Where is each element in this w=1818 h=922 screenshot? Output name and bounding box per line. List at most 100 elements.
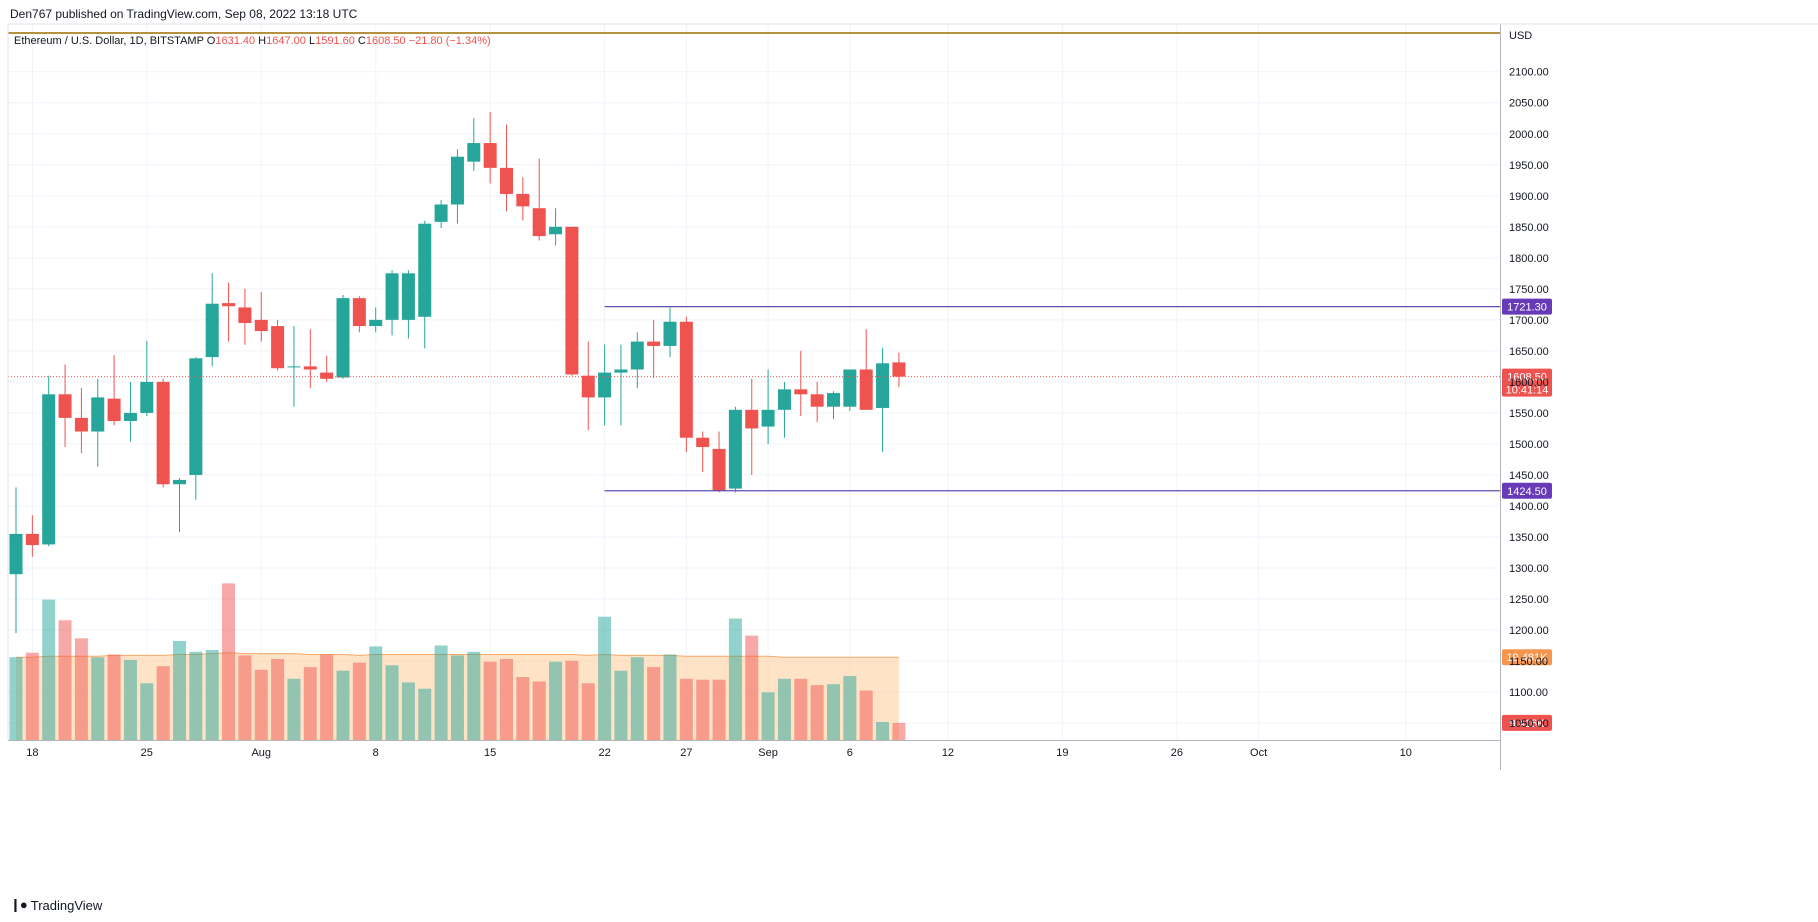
candle-body — [777, 389, 791, 410]
y-tick-label: 1850.00 — [1509, 222, 1549, 234]
candle-body — [140, 381, 154, 413]
candle-body — [598, 372, 612, 398]
candle-body — [320, 372, 334, 379]
volume-bar — [189, 651, 203, 740]
volume-bar — [892, 722, 906, 740]
candle-body — [843, 369, 857, 407]
volume-bar — [42, 599, 56, 740]
volume-bar — [728, 618, 742, 740]
candle-body — [712, 448, 726, 491]
volume-bar — [173, 641, 186, 740]
level-badge-label: 1424.50 — [1507, 486, 1547, 498]
volume-bar — [467, 651, 481, 740]
volume-bar — [123, 659, 137, 740]
candle-body — [581, 375, 595, 398]
x-tick-label: 10 — [1400, 747, 1412, 759]
y-tick-label: 1150.00 — [1509, 656, 1548, 668]
y-tick-label: 1950.00 — [1509, 160, 1549, 172]
y-tick-label: 1200.00 — [1509, 625, 1549, 637]
volume-bar — [418, 688, 432, 740]
volume-bar — [254, 669, 268, 740]
volume-bar — [287, 678, 301, 740]
x-tick-label: 18 — [26, 747, 38, 759]
level-badge — [1502, 298, 1552, 315]
candle-body — [827, 393, 840, 407]
current-price-badge — [1502, 368, 1552, 397]
volume-bar — [483, 661, 497, 740]
volume-bar — [303, 667, 317, 740]
axes: 2100.00 2050.00 2000.00 1950.00 1900.00 1850.… — [7, 23, 1818, 770]
volume-bar — [401, 682, 415, 740]
candle-body — [107, 398, 121, 421]
candle-body — [794, 389, 808, 395]
x-tick-label: 27 — [680, 747, 692, 759]
candle-body — [336, 298, 350, 378]
candle-body — [74, 417, 88, 432]
candle-body — [810, 394, 824, 407]
candle-series — [9, 112, 906, 634]
volume-badge-label: 9.416K — [1510, 718, 1546, 730]
high-value: 1647.00 — [266, 35, 306, 47]
volume-bar — [630, 657, 644, 740]
candle-body — [467, 143, 481, 162]
volume-bar — [336, 670, 350, 740]
volume-bar — [450, 655, 464, 740]
tradingview-footer[interactable]: ❙● TradingView — [10, 897, 102, 913]
candle-body — [892, 362, 906, 377]
candle-body — [271, 326, 285, 369]
volume-bar — [74, 638, 88, 740]
volume-bar — [156, 666, 170, 740]
level-badge — [1502, 482, 1552, 499]
y-tick-label: 1300.00 — [1509, 563, 1549, 575]
candle-body — [173, 479, 186, 485]
volume-bar — [581, 683, 595, 740]
volume-bar — [516, 677, 530, 740]
y-tick-label: 1350.00 — [1509, 532, 1549, 544]
volume-bar — [876, 722, 890, 740]
y-tick-label: 2000.00 — [1509, 129, 1549, 141]
candle-body — [91, 397, 105, 432]
volume-bar — [679, 678, 693, 740]
candle-body — [303, 366, 317, 370]
candle-body — [565, 226, 579, 375]
volume-bar — [385, 665, 399, 740]
candle-body — [254, 319, 268, 332]
candle-body — [156, 381, 170, 485]
volume-bar — [58, 620, 72, 740]
volume-bar — [9, 657, 23, 740]
publisher-line: Den767 published on TradingView.com, Sep… — [10, 7, 358, 21]
volume-bar — [549, 661, 563, 740]
current-price-label: 1608.50 — [1507, 372, 1547, 384]
countdown-label: 10:41:14 — [1506, 385, 1549, 397]
candle-body — [287, 366, 301, 368]
y-tick-label: 2050.00 — [1509, 98, 1549, 110]
candle-body — [859, 369, 873, 410]
candle-body — [745, 409, 759, 429]
y-tick-label: 1550.00 — [1509, 408, 1549, 420]
volume-bar — [745, 635, 759, 740]
candle-body — [25, 533, 39, 546]
candle-body — [876, 363, 890, 408]
candle-body — [500, 167, 513, 194]
y-tick-label: 1900.00 — [1509, 191, 1549, 203]
candle-body — [385, 273, 399, 320]
low-value: 1591.60 — [315, 35, 355, 47]
candle-body — [418, 223, 432, 317]
volume-bar — [222, 583, 236, 740]
candle-body — [696, 437, 710, 448]
candle-body — [434, 204, 448, 222]
candle-body — [450, 156, 464, 205]
candle-body — [352, 298, 366, 327]
open-label: O — [206, 35, 216, 47]
volume-bar — [532, 681, 546, 740]
volume-bar — [827, 684, 840, 740]
candle-body — [630, 341, 644, 370]
close-label: C — [357, 35, 366, 47]
x-tick-label: 25 — [141, 747, 153, 759]
y-tick-label: 1050.00 — [1509, 718, 1549, 730]
x-tick-label: 6 — [847, 747, 853, 759]
high-label: H — [258, 35, 267, 47]
candle-body — [663, 321, 677, 346]
candle-body — [516, 193, 530, 207]
